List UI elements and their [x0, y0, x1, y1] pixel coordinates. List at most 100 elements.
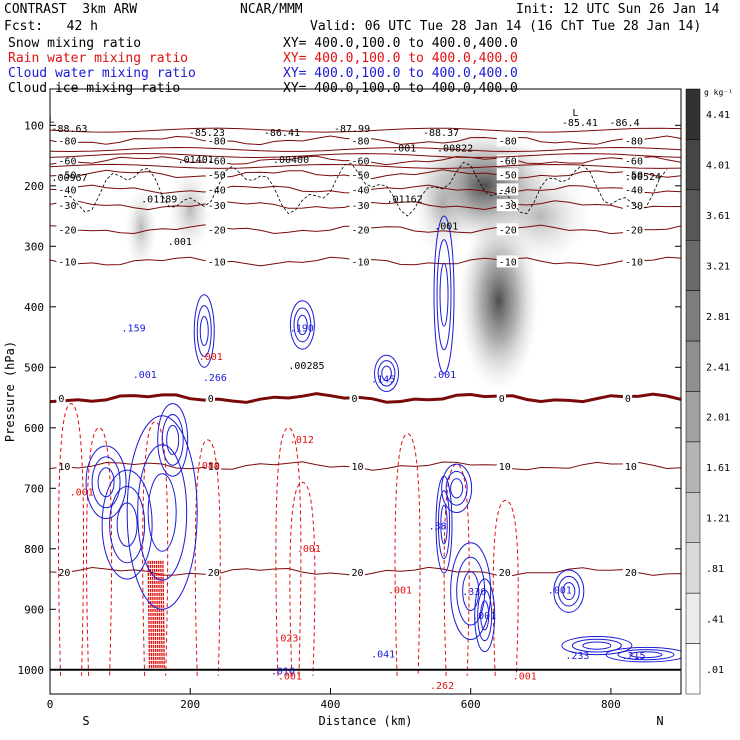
- colorbar-swatch: [685, 592, 701, 644]
- isotherm-label: 0: [58, 394, 64, 405]
- isotherm-label-bg: [56, 565, 72, 578]
- isotherm-label: -30: [499, 201, 517, 212]
- contour-annotation: .001: [513, 671, 537, 682]
- isotherm-label: -10: [499, 257, 517, 268]
- isotherm-label-bg: [349, 459, 365, 472]
- contour-annotation: .01189: [141, 195, 177, 206]
- isotherm-label: -50: [351, 170, 369, 181]
- isotherm-label-bg: [205, 134, 228, 147]
- contour-annotation: .001: [133, 370, 157, 381]
- field-cloudwater-xy: XY= 400.0,100.0 to 400.0,400.0: [283, 66, 518, 81]
- y-tick-label: 300: [24, 240, 44, 253]
- isotherm-label: -10: [58, 257, 76, 268]
- colorbar-swatch: [685, 492, 701, 544]
- isotherm-label: -60: [351, 156, 369, 167]
- x-tick-label: 0: [47, 698, 54, 711]
- rain-core-line: [153, 560, 157, 670]
- rain-contour-8: [492, 499, 519, 676]
- cloud-water-contour-4: [193, 294, 215, 368]
- colorbar-swatch: [685, 643, 701, 695]
- isotherm-label: -30: [625, 201, 643, 212]
- cloud-water-contour-13: [561, 636, 633, 656]
- contour-annotation: .215: [621, 651, 645, 662]
- cloud-water-contour-0: [91, 456, 121, 509]
- isotherm-label: -60: [208, 156, 226, 167]
- colorbar-label: .01: [706, 665, 724, 676]
- cloud-water-contour-4: [196, 305, 212, 357]
- isotherm-label-bg: [205, 154, 228, 167]
- field-cloudwater-name: Cloud water mixing ratio: [8, 66, 196, 81]
- isotherm-label: -50: [208, 170, 226, 181]
- isotherm-upper: [50, 153, 681, 159]
- isotherm-label: -20: [208, 225, 226, 236]
- contour-annotation: .336: [462, 587, 486, 598]
- isotherm-label: -10: [208, 257, 226, 268]
- field-snow-xy: XY= 400.0,100.0 to 400.0,400.0: [283, 36, 518, 51]
- y-tick-label: 900: [24, 603, 44, 616]
- cloud-water-contour-14: [617, 649, 675, 661]
- colorbar-swatch: [685, 542, 701, 594]
- y-tick-label: 700: [24, 482, 44, 495]
- contour-annotation: .001: [278, 671, 302, 682]
- colorbar-label: .41: [706, 614, 724, 625]
- isotherm-label: -80: [499, 136, 517, 147]
- contour-annotation: .041: [371, 650, 395, 661]
- contour-annotation: .023: [274, 633, 298, 644]
- isotherm-label-bg: [622, 183, 645, 196]
- colorbar-swatch: [685, 240, 701, 291]
- y-tick-label: 200: [24, 180, 44, 193]
- isotherm-label-bg: [205, 199, 228, 212]
- cloud-water-contour-3: [161, 413, 184, 466]
- isotherm-label: 0: [208, 394, 214, 405]
- cloud-water-contour-5: [289, 300, 315, 350]
- rain-core-line: [155, 560, 159, 670]
- cloud-water-contour-6: [381, 365, 392, 382]
- cloud-water-contour-3: [166, 424, 180, 455]
- isotherm-label-bg: [56, 392, 66, 405]
- isotherm-label: -40: [625, 185, 643, 196]
- isotherm-label-bg: [349, 565, 365, 578]
- colorbar-label: 3.61: [706, 211, 730, 222]
- isotherm-label-bg: [56, 199, 79, 212]
- rain-core-line: [157, 560, 161, 670]
- cloud-water-contour-10: [480, 600, 490, 631]
- x-tick-label: 200: [180, 698, 200, 711]
- contour-annotation: .145: [371, 374, 395, 385]
- isotherm-label-bg: [349, 154, 372, 167]
- cloud-water-contour-13: [571, 638, 622, 653]
- cloud-water-contour-12: [450, 478, 464, 499]
- cloud-water-contour-12: [445, 470, 468, 506]
- isotherm-label-bg: [622, 223, 645, 236]
- contour-annotation: .001: [388, 586, 412, 597]
- contour-annotation: .001: [548, 586, 572, 597]
- colorbar-label: 3.21: [706, 261, 730, 272]
- x-tick-label: 600: [461, 698, 481, 711]
- contour-annotation: .001: [392, 143, 416, 154]
- plot-frame: [49, 88, 682, 695]
- contour-annotation: .001: [432, 370, 456, 381]
- field-rain-name: Rain water mixing ratio: [8, 51, 189, 66]
- isotherm-label: -80: [208, 136, 226, 147]
- isotherm-label: -20: [499, 225, 517, 236]
- colorbar-swatch: [685, 441, 701, 493]
- colorbar-swatch: [685, 88, 701, 140]
- isotherm-label: -40: [208, 185, 226, 196]
- isotherm-label: -20: [625, 225, 643, 236]
- contour-annotation: .262: [430, 681, 454, 692]
- contour-annotation: -86.4: [610, 118, 640, 129]
- isotherm-label-bg: [622, 154, 645, 167]
- rain-core-line: [151, 560, 155, 670]
- isotherm-label: -40: [58, 185, 76, 196]
- snow-shading-4: [412, 149, 473, 259]
- isotherm-label: -20: [58, 225, 76, 236]
- contour-annotation: L: [572, 108, 578, 119]
- x-tick-label: 800: [601, 698, 621, 711]
- cloud-water-contour-2: [147, 473, 177, 552]
- y-tick-label: 500: [24, 361, 44, 374]
- contour-annotation: .190: [290, 324, 314, 335]
- isotherm-label: -80: [58, 136, 76, 147]
- contour-annotation: .233: [565, 651, 589, 662]
- snow-shading-5: [490, 167, 591, 265]
- snow-shading-1: [168, 167, 213, 253]
- colorbar-swatch: [685, 391, 701, 443]
